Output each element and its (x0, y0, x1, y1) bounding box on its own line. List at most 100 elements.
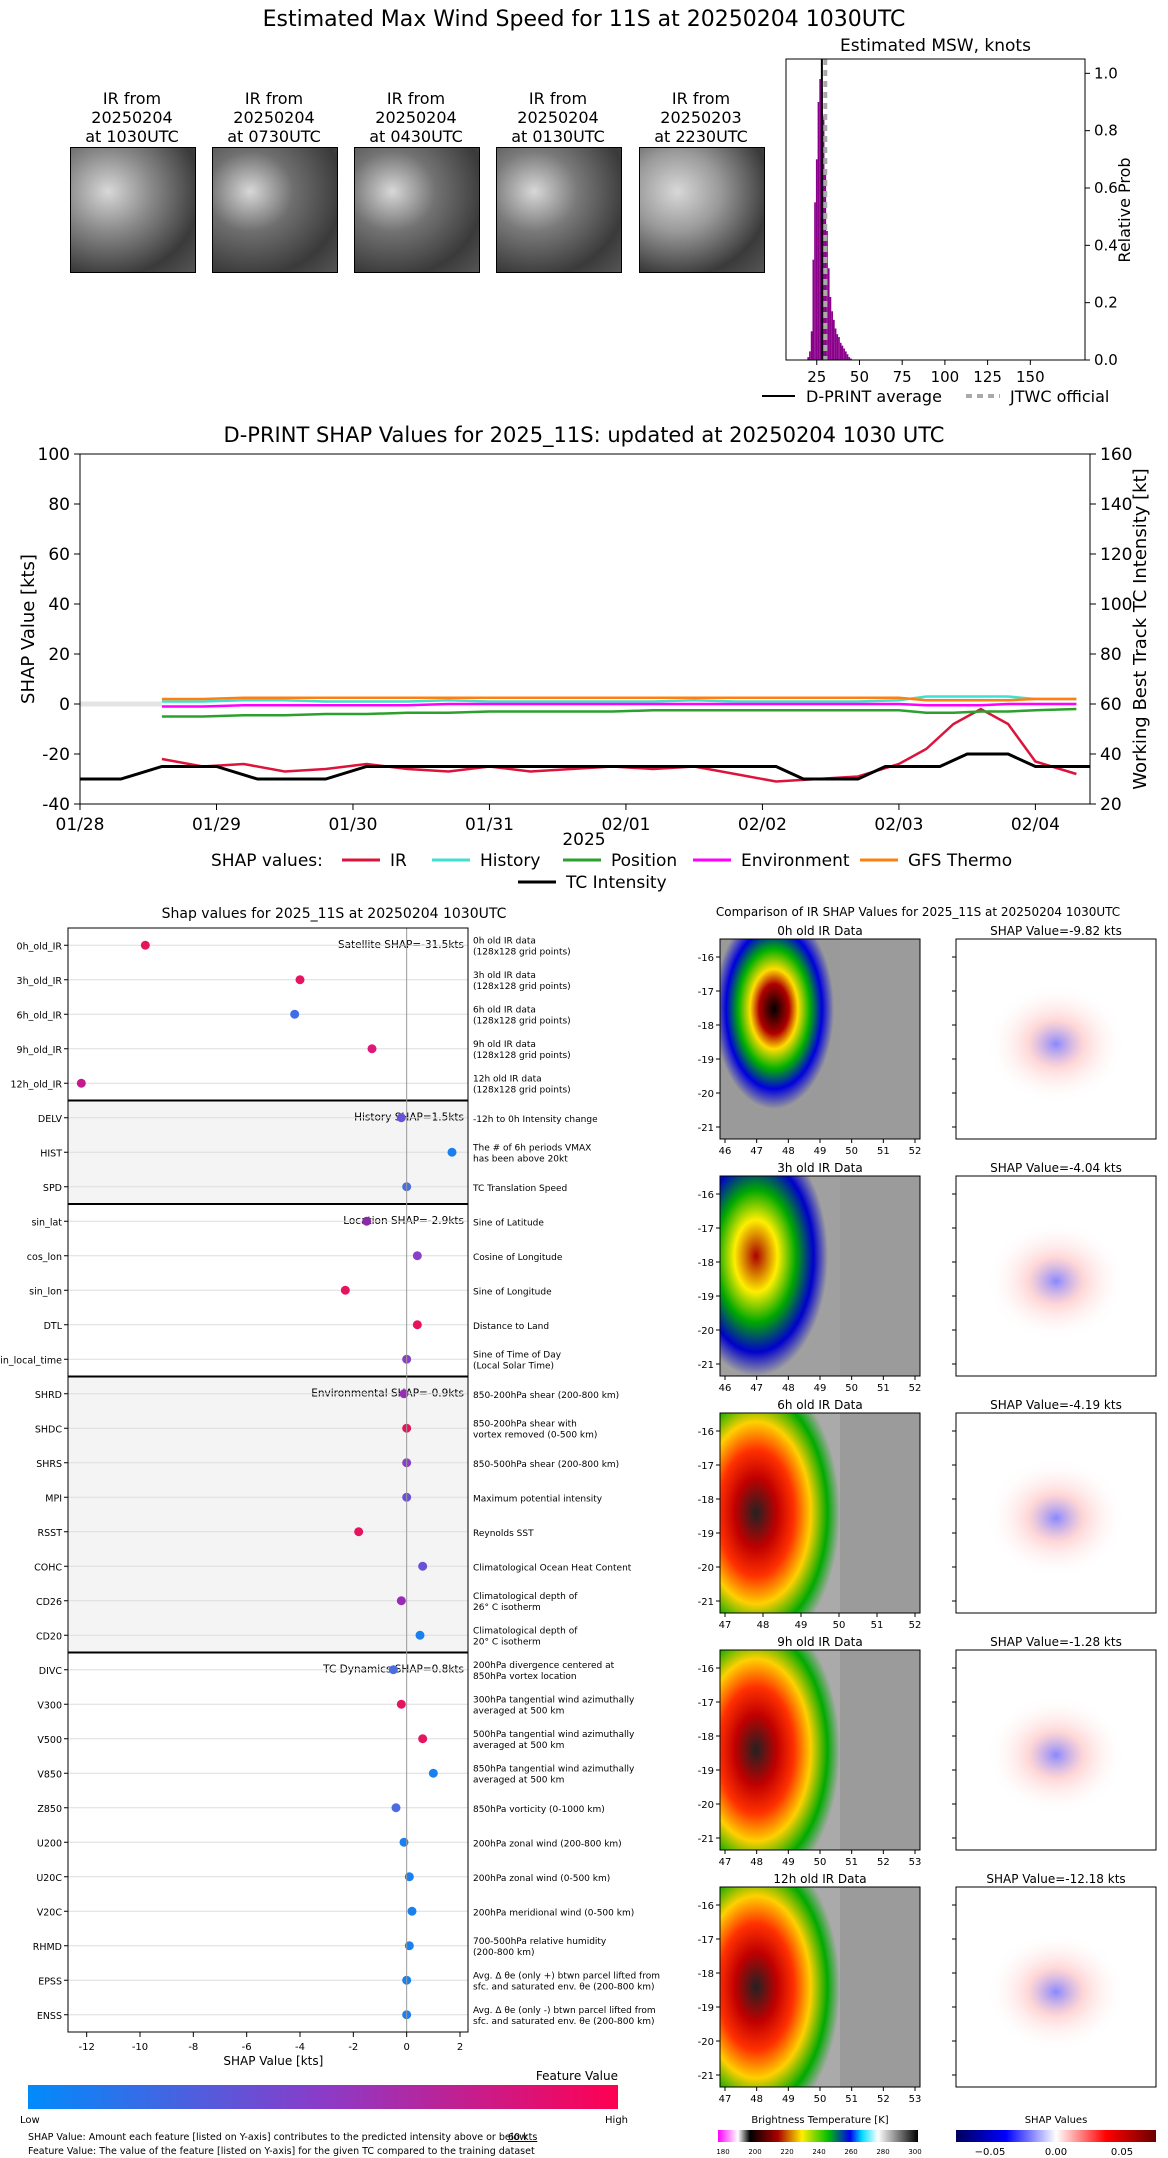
msw-bar (850, 358, 852, 360)
shap-feature-desc: Avg. Δ θe (only -) btwn parcel lifted fr… (473, 2006, 656, 2016)
shap-map-frame (955, 1649, 1157, 1851)
shap-feature-name: RSST (38, 1528, 63, 1539)
msw-bar (834, 328, 837, 360)
shap-feature-desc: 850-200hPa shear (200-800 km) (473, 1391, 619, 1401)
ir-xtick-label: 51 (871, 1620, 884, 1631)
shap-feature-desc: 200hPa meridional wind (0-500 km) (473, 1908, 634, 1918)
shap-feature-desc: (128x128 grid points) (473, 982, 571, 992)
shap-feature-desc: Reynolds SST (473, 1529, 534, 1539)
ir-xtick-label: 51 (877, 1146, 890, 1157)
main-y2tick-label: 80 (1100, 645, 1122, 665)
main-xtick-label: 02/03 (874, 815, 923, 835)
ir-xtick-label: 53 (909, 1857, 922, 1868)
shap-feature-desc: Distance to Land (473, 1322, 549, 1332)
shap-feature-desc: has been above 20kt (473, 1154, 568, 1164)
shap-point (412, 1320, 422, 1330)
msw-xtick-label: 25 (807, 368, 826, 386)
shap-point (428, 1768, 438, 1778)
legend-label-tc-intensity: TC Intensity (565, 873, 667, 893)
shap-feature-name: sin_lon (29, 1286, 62, 1297)
shap-xtick-label: -12 (78, 2042, 94, 2053)
ir-xtick-label: 51 (845, 2094, 858, 2105)
ir-ytick-label: -21 (698, 1123, 714, 1134)
shap-feature-name: cos_lon (27, 1252, 62, 1263)
msw-bar (807, 357, 810, 360)
shap-feature-desc: 200hPa zonal wind (200-800 km) (473, 1839, 622, 1849)
shap-xtick-label: -6 (242, 2042, 252, 2053)
msw-bar (810, 331, 813, 360)
ir-xtick-label: 52 (877, 1857, 890, 1868)
ir-thumbnail-image (496, 147, 622, 273)
main-xlabel: 2025 (562, 830, 605, 850)
shap-feature-name: V850 (37, 1769, 62, 1780)
ir-thumb-label-1: IR from (387, 89, 445, 108)
shap-feature-desc: 9h old IR data (473, 1040, 536, 1050)
shap-feature-desc: Climatological Ocean Heat Content (473, 1563, 632, 1573)
series-line-history (161, 695, 1077, 703)
colorbar-low-label: Low (20, 2115, 40, 2126)
msw-bar (827, 268, 830, 360)
shap-point (76, 1078, 86, 1088)
msw-bar (831, 311, 833, 360)
ir-ytick-label: -18 (698, 1021, 714, 1032)
msw-ytick-label: 1.0 (1094, 64, 1118, 82)
ir-thumb-label-1: IR from (672, 89, 730, 108)
ir-ytick-label: -21 (698, 1597, 714, 1608)
shap-feature-desc: 700-500hPa relative humidity (473, 1937, 607, 1947)
ir-ytick-label: -16 (698, 1190, 714, 1201)
ir-xtick-label: 46 (719, 1146, 732, 1157)
ir-ytick-label: -16 (698, 1427, 714, 1438)
msw-bar (824, 173, 827, 360)
ir-xtick-label: 47 (750, 1383, 763, 1394)
msw-chart-title: Estimated MSW, knots (840, 36, 1031, 56)
zero-band (80, 701, 162, 707)
bt-colorbar-tick: 180 (716, 2148, 729, 2156)
msw-bar (809, 351, 811, 360)
msw-ytick-label: 0.0 (1094, 351, 1118, 369)
ir-thumb-label-2: 20250204 (517, 108, 598, 127)
shap-feature-desc: sfc. and saturated env. θe (200-800 km) (473, 1982, 655, 1992)
legend-label-gfs-thermo: GFS Thermo (908, 851, 1012, 871)
page-title: Estimated Max Wind Speed for 11S at 2025… (263, 7, 906, 32)
msw-ytick-label: 0.4 (1094, 236, 1118, 254)
ir-thumbnail-image (212, 147, 338, 273)
bt-colorbar-tick: 260 (844, 2148, 857, 2156)
main-xtick-label: 01/29 (192, 815, 241, 835)
shap-feature-desc: 500hPa tangential wind azimuthally (473, 1730, 635, 1740)
shap-point (354, 1527, 364, 1537)
ir-ytick-label: -16 (698, 953, 714, 964)
ir-xtick-label: 49 (814, 1383, 827, 1394)
tc-intensity-line (80, 752, 1090, 781)
shap-feature-name: V300 (37, 1700, 62, 1711)
msw-bar (832, 319, 835, 360)
legend-label-history: History (480, 851, 540, 871)
ir-thumb-label-3: at 0730UTC (227, 127, 321, 146)
ir-ytick-label: -17 (698, 987, 714, 998)
shap-feature-name: 3h_old_IR (17, 976, 63, 987)
shap-feature-desc: averaged at 500 km (473, 1741, 564, 1751)
shap-feature-name: HIST (40, 1148, 62, 1159)
ir-panel-title: 3h old IR Data (777, 1161, 863, 1175)
ir-panel-title: 6h old IR Data (777, 1398, 863, 1412)
colorbar-high-label: High (605, 2115, 628, 2126)
main-ytick-label: 80 (48, 495, 70, 515)
note-feature-value: Feature Value: The value of the feature … (28, 2146, 535, 2157)
ir-xtick-label: 49 (782, 1857, 795, 1868)
shap-point (418, 1734, 428, 1744)
main-ytick-label: -20 (42, 745, 70, 765)
shap-feature-desc: Cosine of Longitude (473, 1253, 563, 1263)
main-y2tick-label: 120 (1100, 545, 1132, 565)
ir-xtick-label: 52 (909, 1620, 922, 1631)
ir-thumb-label-3: at 1030UTC (85, 127, 179, 146)
ir-ytick-label: -21 (698, 2071, 714, 2082)
ir-ytick-label: -20 (698, 1800, 714, 1811)
ir-ytick-label: -18 (698, 1732, 714, 1743)
shap-point (447, 1147, 457, 1157)
msw-xtick-label: 125 (973, 368, 1002, 386)
shap-feature-name: SHDC (35, 1424, 62, 1435)
msw-bar (819, 79, 822, 361)
ir-panel-frame (719, 1412, 921, 1614)
shap-xlabel: SHAP Value [kts] (223, 2054, 323, 2068)
legend-label-position: Position (611, 851, 677, 871)
shap-feature-name: 12h_old_IR (11, 1079, 63, 1090)
